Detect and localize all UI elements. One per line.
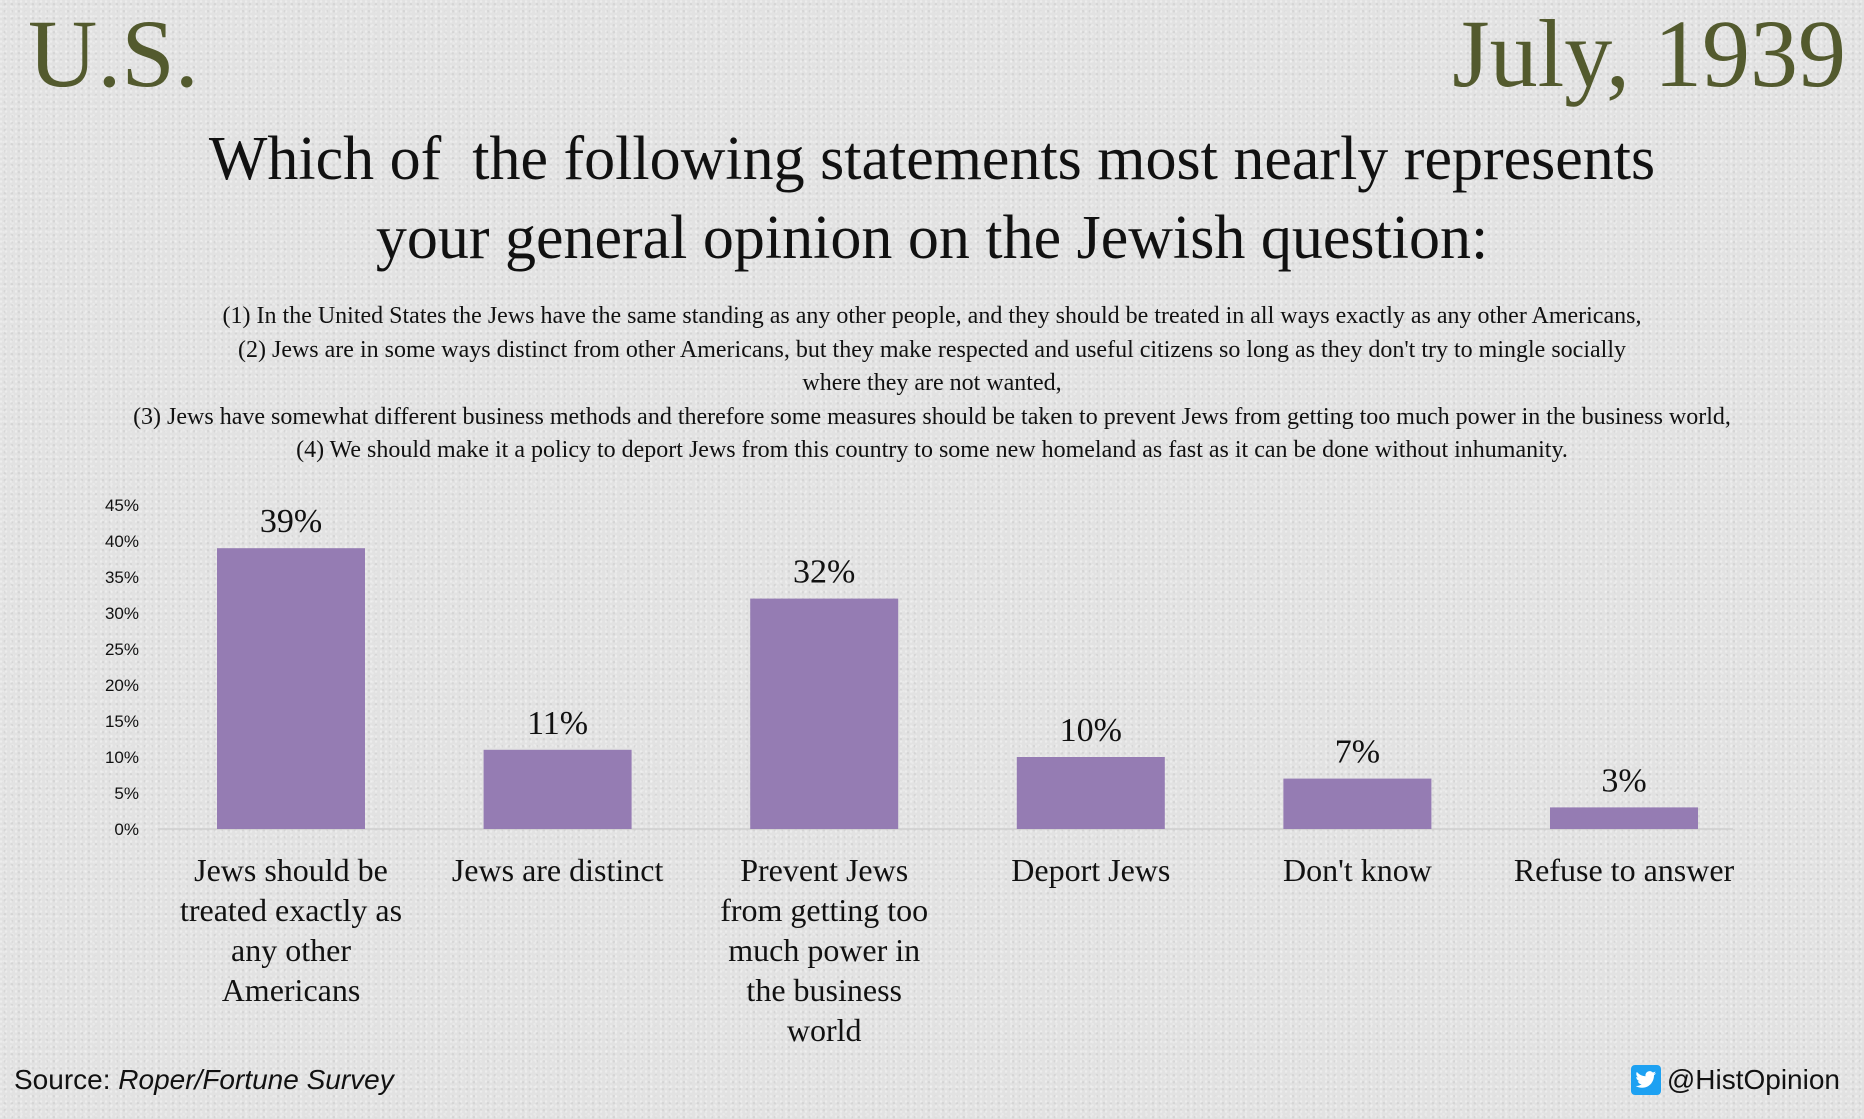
category-label: treated exactly as: [180, 892, 402, 928]
data-label: 7%: [1335, 734, 1380, 771]
category-label: world: [787, 1012, 862, 1048]
data-label: 11%: [527, 705, 588, 742]
source-name: Roper/Fortune Survey: [118, 1064, 394, 1095]
option-1: (1) In the United States the Jews have t…: [222, 303, 1642, 329]
category-label: Deport Jews: [1011, 852, 1170, 888]
y-tick-label: 5%: [114, 784, 139, 803]
bar: [1550, 807, 1698, 829]
bar: [217, 548, 365, 829]
y-tick-label: 45%: [105, 496, 139, 515]
source-credit: Source: Roper/Fortune Survey: [14, 1064, 394, 1096]
category-label: Americans: [222, 972, 361, 1008]
twitter-handle: @HistOpinion: [1630, 1064, 1840, 1096]
question-title: Which of the following statements most n…: [0, 120, 1864, 279]
y-tick-label: 0%: [114, 820, 139, 839]
source-label: Source:: [14, 1064, 119, 1095]
y-tick-label: 40%: [105, 532, 139, 551]
y-tick-label: 30%: [105, 604, 139, 623]
category-label: Prevent Jews: [740, 852, 908, 888]
category-label: the business: [746, 972, 902, 1008]
option-3: (3) Jews have somewhat different busines…: [133, 403, 1731, 430]
category-label: any other: [231, 932, 351, 968]
category-label: Jews should be: [194, 852, 388, 888]
question-line-1: Which of the following statements most n…: [208, 125, 1656, 193]
data-label: 3%: [1601, 762, 1646, 799]
bar: [1283, 778, 1432, 829]
y-tick-label: 20%: [105, 676, 139, 695]
category-label: much power in: [728, 932, 920, 968]
data-label: 32%: [793, 554, 855, 591]
category-label: from getting too: [720, 892, 928, 928]
bar: [1016, 757, 1165, 829]
date-label: July, 1939: [1452, 0, 1846, 107]
option-2: (2) Jews are in some ways distinct from …: [238, 336, 1626, 363]
y-tick-label: 35%: [105, 568, 139, 587]
bar: [750, 598, 899, 829]
twitter-bird-icon: [1630, 1065, 1661, 1095]
country-label: U.S.: [28, 0, 199, 107]
y-tick-label: 25%: [105, 640, 139, 659]
category-label: Jews are distinct: [452, 852, 664, 888]
answer-options: (1) In the United States the Jews have t…: [0, 300, 1864, 468]
y-tick-label: 15%: [105, 712, 139, 731]
option-2-continued: where they are not wanted,: [802, 370, 1062, 397]
y-tick-label: 10%: [105, 748, 139, 767]
data-label: 39%: [260, 503, 322, 540]
handle-text: @HistOpinion: [1666, 1064, 1840, 1095]
data-label: 10%: [1060, 712, 1122, 749]
option-4: (4) We should make it a policy to deport…: [296, 437, 1568, 464]
category-label: Don't know: [1283, 852, 1432, 888]
question-line-2: your general opinion on the Jewish quest…: [375, 204, 1489, 273]
bar: [483, 749, 632, 829]
category-label: Refuse to answer: [1514, 852, 1735, 888]
